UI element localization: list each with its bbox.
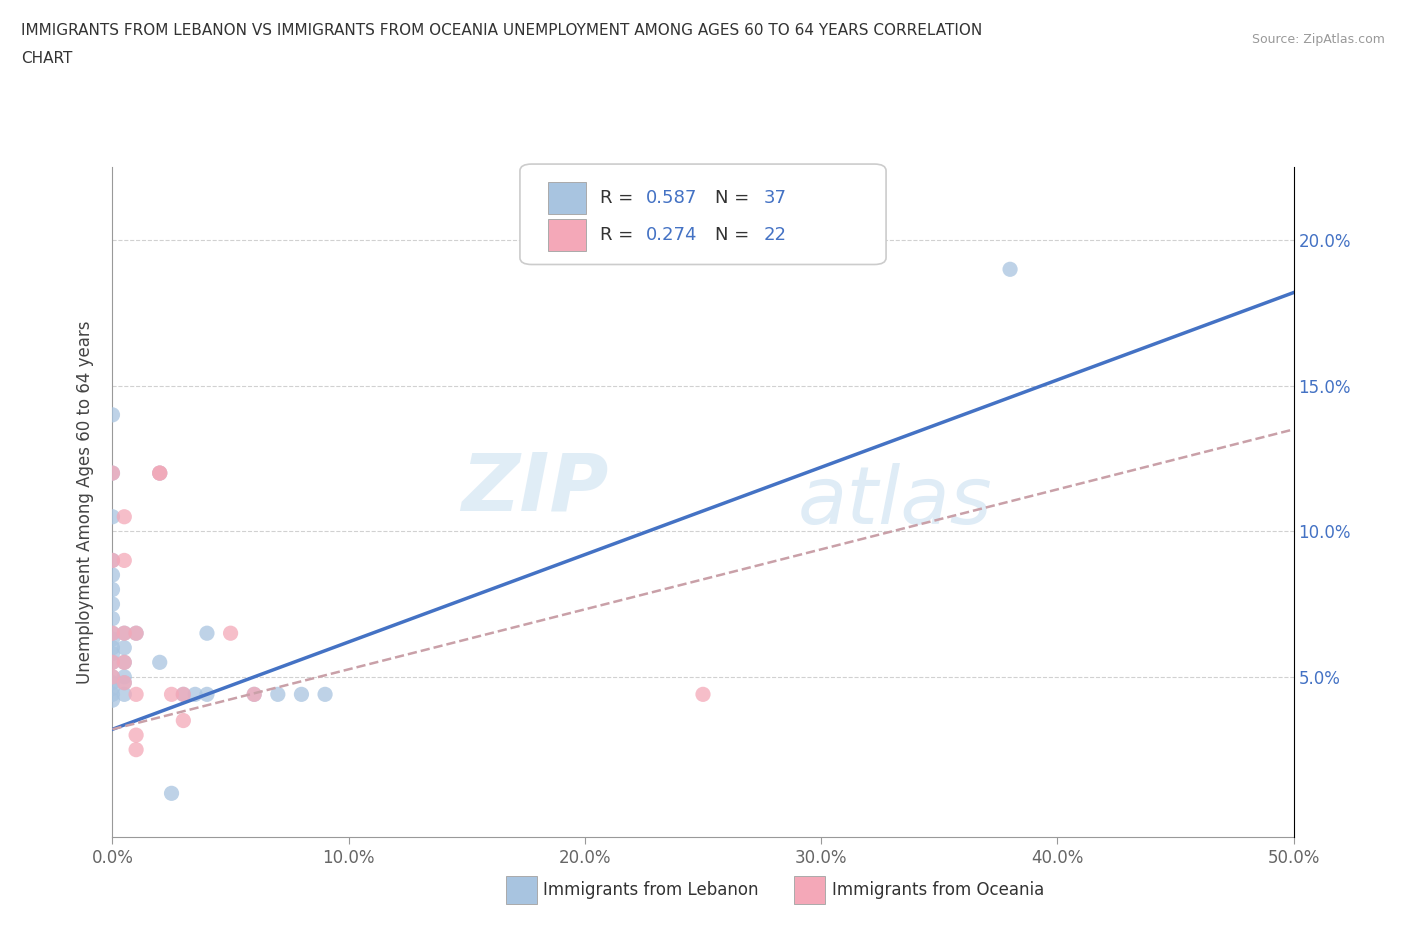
- Point: [101, 466, 124, 481]
- Point: [149, 466, 172, 481]
- Point: [243, 687, 266, 702]
- Point: [101, 655, 124, 670]
- Point: [998, 262, 1021, 277]
- Point: [101, 553, 124, 568]
- FancyBboxPatch shape: [520, 164, 886, 264]
- Point: [101, 611, 124, 626]
- Point: [172, 687, 194, 702]
- Point: [314, 687, 336, 702]
- Point: [101, 675, 124, 690]
- Point: [149, 466, 172, 481]
- Text: Source: ZipAtlas.com: Source: ZipAtlas.com: [1251, 33, 1385, 46]
- Point: [101, 646, 124, 661]
- Point: [101, 641, 124, 656]
- Point: [267, 687, 290, 702]
- Point: [149, 466, 172, 481]
- Point: [101, 510, 124, 525]
- Point: [101, 597, 124, 612]
- Point: [101, 681, 124, 696]
- Point: [112, 641, 135, 656]
- Text: Immigrants from Oceania: Immigrants from Oceania: [832, 881, 1045, 899]
- Point: [112, 670, 135, 684]
- Point: [101, 670, 124, 684]
- Point: [172, 687, 194, 702]
- Text: R =: R =: [600, 226, 640, 244]
- Text: Immigrants from Lebanon: Immigrants from Lebanon: [543, 881, 758, 899]
- Point: [112, 626, 135, 641]
- Point: [125, 727, 148, 742]
- Point: [125, 742, 148, 757]
- Point: [112, 655, 135, 670]
- Point: [219, 626, 242, 641]
- Text: ZIP: ZIP: [461, 450, 609, 528]
- Point: [101, 626, 124, 641]
- Point: [160, 786, 183, 801]
- FancyBboxPatch shape: [548, 182, 586, 214]
- Point: [112, 675, 135, 690]
- Text: N =: N =: [714, 189, 755, 206]
- Point: [112, 687, 135, 702]
- Point: [172, 713, 194, 728]
- Point: [101, 626, 124, 641]
- Text: atlas: atlas: [797, 463, 993, 541]
- Point: [101, 567, 124, 582]
- Y-axis label: Unemployment Among Ages 60 to 64 years: Unemployment Among Ages 60 to 64 years: [76, 321, 94, 684]
- Point: [195, 687, 218, 702]
- Text: 37: 37: [763, 189, 786, 206]
- Point: [101, 466, 124, 481]
- Point: [112, 626, 135, 641]
- Point: [101, 553, 124, 568]
- Point: [125, 626, 148, 641]
- Text: N =: N =: [714, 226, 755, 244]
- Point: [149, 655, 172, 670]
- Point: [692, 687, 714, 702]
- Point: [243, 687, 266, 702]
- Point: [125, 626, 148, 641]
- Text: R =: R =: [600, 189, 640, 206]
- Text: 22: 22: [763, 226, 786, 244]
- Text: CHART: CHART: [21, 51, 73, 66]
- Point: [101, 693, 124, 708]
- FancyBboxPatch shape: [548, 219, 586, 251]
- Point: [101, 670, 124, 684]
- Point: [101, 407, 124, 422]
- Point: [112, 510, 135, 525]
- Point: [112, 675, 135, 690]
- Point: [101, 631, 124, 646]
- Point: [160, 687, 183, 702]
- Text: IMMIGRANTS FROM LEBANON VS IMMIGRANTS FROM OCEANIA UNEMPLOYMENT AMONG AGES 60 TO: IMMIGRANTS FROM LEBANON VS IMMIGRANTS FR…: [21, 23, 983, 38]
- Point: [101, 655, 124, 670]
- Point: [290, 687, 312, 702]
- Text: 0.587: 0.587: [647, 189, 697, 206]
- Point: [112, 553, 135, 568]
- Point: [101, 687, 124, 702]
- Text: 0.274: 0.274: [647, 226, 697, 244]
- Point: [112, 655, 135, 670]
- Point: [195, 626, 218, 641]
- Point: [125, 687, 148, 702]
- Point: [101, 582, 124, 597]
- Point: [184, 687, 207, 702]
